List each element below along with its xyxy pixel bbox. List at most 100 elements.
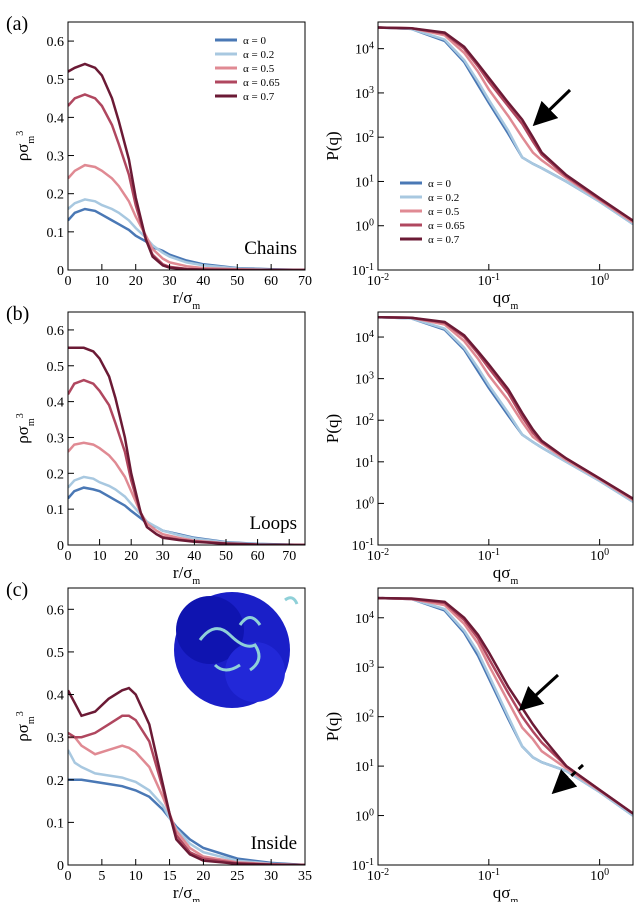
y-axis-label-sub: m	[26, 418, 37, 426]
y-axis-label-main: ρσ	[13, 426, 32, 444]
x-tick-label: 60	[264, 274, 278, 289]
series-line	[68, 198, 305, 270]
legend-label: α = 0.65	[243, 77, 280, 89]
x-tick-label: 0	[65, 549, 72, 564]
x-tick-label: 40	[196, 274, 210, 289]
y-tick-label-main: 10	[355, 497, 369, 512]
legend-label: α = 0.7	[428, 234, 460, 246]
x-axis-label: r/σm	[173, 288, 201, 312]
x-tick-label: 40	[187, 549, 201, 564]
series-line	[378, 315, 633, 502]
y-axis-label: P(q)	[323, 712, 342, 741]
y-tick-label: 0.3	[47, 731, 65, 746]
x-tick-label-main: 10	[590, 274, 604, 289]
series-line	[68, 686, 305, 865]
y-tick-label-main: 10	[355, 131, 369, 146]
series-line	[378, 26, 633, 224]
y-tick-label-main: 10	[355, 43, 369, 58]
x-axis-label-main: r/σ	[173, 883, 193, 902]
y-tick-label-sup: 2	[369, 412, 374, 423]
x-tick-label: 0	[65, 869, 72, 884]
y-tick-label: 0.6	[47, 603, 65, 618]
y-axis-label-main: P(q)	[323, 414, 342, 443]
y-tick-label-sup: 2	[369, 129, 374, 140]
x-tick-label: 30	[264, 869, 278, 884]
legend-label: α = 0.65	[428, 220, 465, 232]
plot-frame	[377, 311, 634, 546]
panel-label: (a)	[6, 13, 28, 35]
series-line	[68, 346, 305, 545]
y-axis-label-main: P(q)	[323, 712, 342, 741]
series-line	[68, 735, 305, 865]
y-axis-label-main: P(q)	[323, 131, 342, 160]
y-tick-label: 103	[355, 370, 374, 388]
y-tick-label-main: 10	[355, 711, 369, 726]
x-axis-label-main: r/σ	[173, 288, 193, 307]
x-tick-label: 10-1	[478, 547, 500, 565]
legend-label: α = 0	[428, 178, 451, 190]
y-tick-label: 101	[355, 758, 374, 776]
x-axis-label: r/σm	[173, 563, 201, 587]
y-tick-label: 0.4	[47, 396, 65, 411]
x-tick-label-main: 10	[478, 869, 492, 884]
y-tick-label-main: 10	[355, 760, 369, 775]
y-tick-label-main: 10	[352, 859, 366, 874]
x-axis-label: r/σm	[173, 883, 201, 902]
legend-label: α = 0	[243, 35, 266, 47]
y-tick-label: 104	[355, 329, 374, 347]
arrow	[532, 88, 572, 127]
y-axis-label-sup: 3	[15, 413, 26, 418]
y-tick-label-sup: -1	[366, 262, 374, 273]
y-tick-label-main: 10	[355, 661, 369, 676]
y-tick-label-main: 10	[355, 87, 369, 102]
x-tick-label-sup: -1	[492, 272, 500, 283]
x-tick-label: 60	[251, 549, 265, 564]
x-tick-label-sup: 0	[604, 272, 609, 283]
y-tick-label: 0.3	[47, 431, 65, 446]
y-axis-label: ρσm3	[13, 131, 37, 161]
x-tick-label-sup: 0	[604, 547, 609, 558]
y-tick-label-sup: 4	[369, 609, 374, 620]
y-axis-label: ρσm3	[13, 711, 37, 741]
x-tick-label-main: 10	[367, 274, 381, 289]
x-tick-label-main: 10	[478, 549, 492, 564]
y-tick-label: 0	[57, 264, 64, 279]
annotation: Chains	[244, 238, 297, 259]
y-tick-label-sup: 3	[369, 84, 374, 95]
panel-label: (b)	[6, 303, 29, 325]
y-tick-label-sup: 1	[369, 173, 374, 184]
y-axis-label-main: ρσ	[13, 144, 32, 162]
y-tick-label-main: 10	[355, 810, 369, 825]
series-line	[68, 714, 305, 865]
series-line	[378, 315, 633, 503]
x-tick-label-main: 10	[367, 869, 381, 884]
series-line	[378, 26, 633, 225]
x-tick-label-main: 10	[367, 549, 381, 564]
y-tick-label-main: 10	[355, 456, 369, 471]
y-tick-label-sup: 1	[369, 453, 374, 464]
y-tick-label-main: 10	[355, 331, 369, 346]
x-tick-label: 10-2	[367, 867, 389, 885]
x-axis-label-sub: m	[192, 896, 200, 903]
y-tick-label: 101	[355, 173, 374, 191]
y-axis-label-sub: m	[26, 136, 37, 144]
series-line	[68, 778, 305, 865]
y-tick-label-sup: 0	[369, 807, 374, 818]
x-tick-label-sup: -2	[381, 272, 389, 283]
y-tick-label-sup: 4	[369, 329, 374, 340]
y-tick-label-sup: -1	[366, 857, 374, 868]
x-axis-label: qσm	[493, 288, 519, 312]
series-line	[378, 596, 633, 815]
y-tick-label-main: 10	[355, 414, 369, 429]
y-axis-label: P(q)	[323, 131, 342, 160]
x-tick-label: 10-1	[478, 867, 500, 885]
y-tick-label: 0.2	[47, 188, 65, 203]
plot-frame	[67, 21, 306, 271]
x-axis-label-sub: m	[192, 576, 200, 587]
legend-label: α = 0.7	[243, 91, 275, 103]
x-tick-label: 25	[230, 869, 244, 884]
x-tick-label: 10	[129, 869, 143, 884]
x-axis-label-main: r/σ	[173, 563, 193, 582]
y-tick-label: 0.4	[47, 111, 65, 126]
y-tick-label: 0.2	[47, 774, 65, 789]
